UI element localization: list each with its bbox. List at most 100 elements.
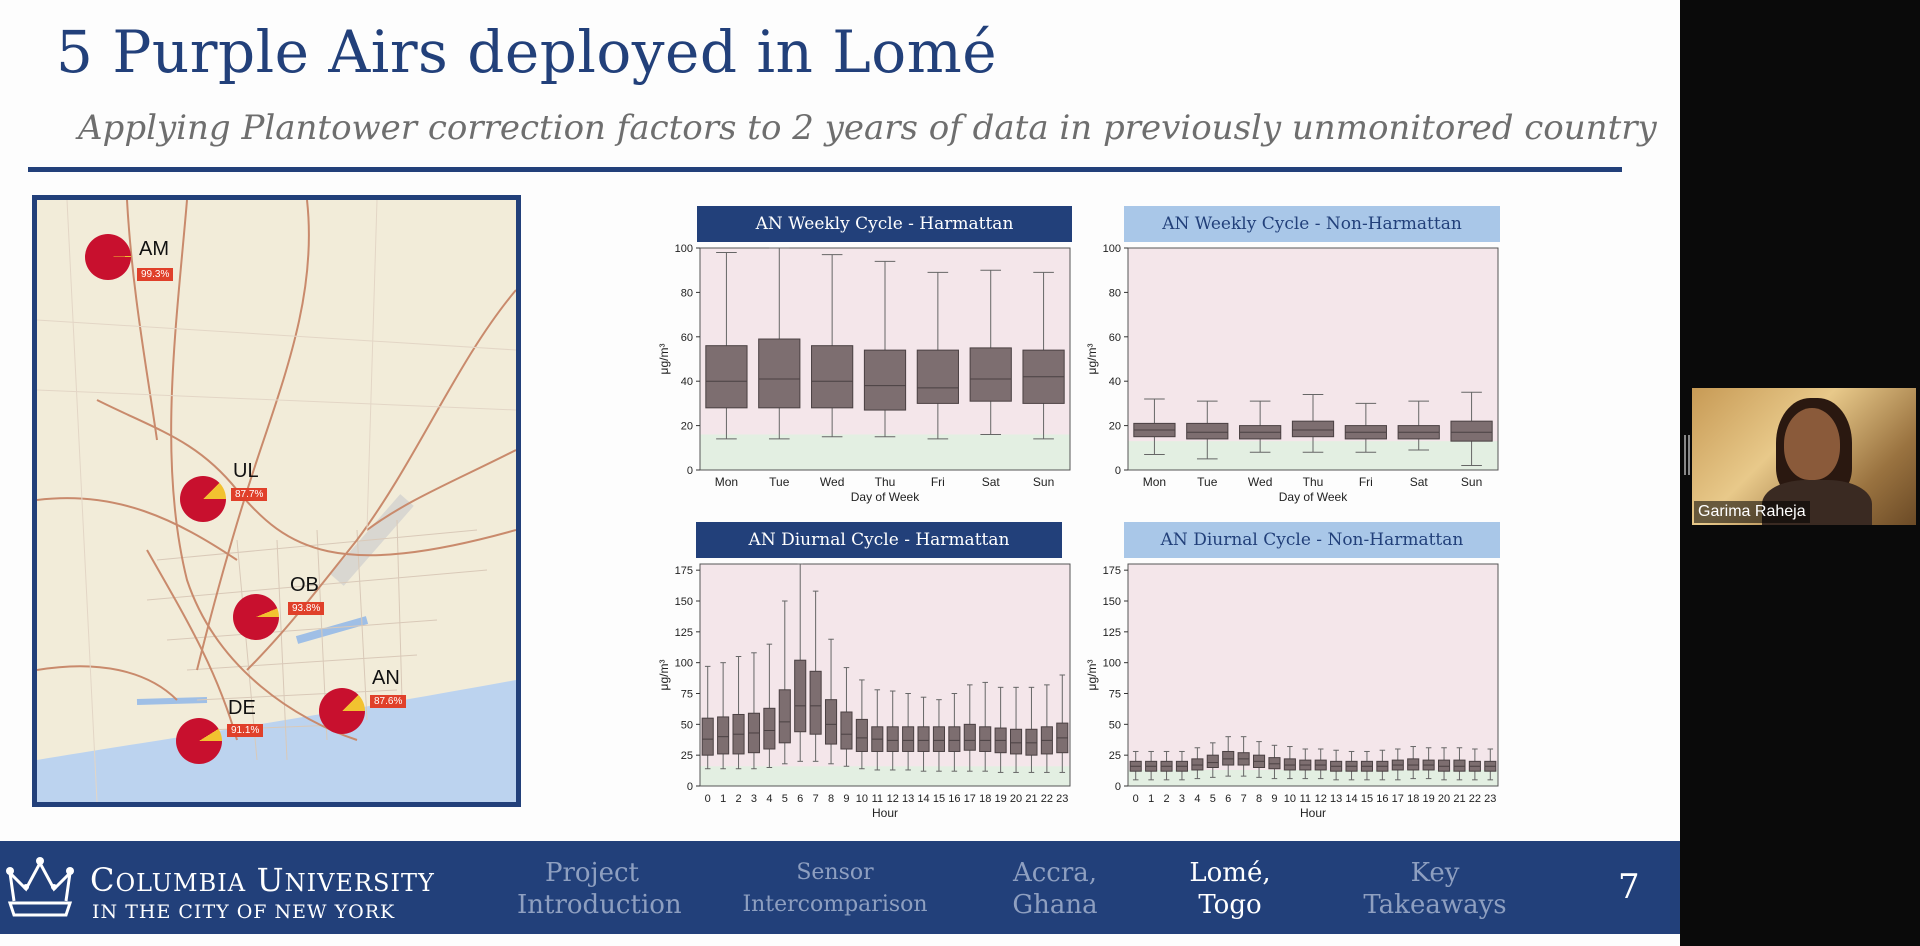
y-tick-label: 25 <box>1109 750 1121 762</box>
x-tick-label: 21 <box>1453 793 1465 805</box>
x-tick-label: 7 <box>1241 793 1247 805</box>
x-tick-label: 14 <box>917 793 929 805</box>
y-tick-label: 40 <box>681 376 693 388</box>
y-tick-label: 150 <box>675 596 693 608</box>
iqr-box <box>917 726 930 752</box>
x-tick-label: 4 <box>766 793 772 805</box>
chart-title-diurnal-harmattan: AN Diurnal Cycle - Harmattan <box>696 522 1062 558</box>
panel-resize-handle[interactable] <box>1684 435 1690 475</box>
participant-video-tile[interactable]: Garima Raheja <box>1692 388 1916 525</box>
iqr-box <box>778 689 791 744</box>
nav-takeaways[interactable]: Key Takeaways <box>1350 857 1520 921</box>
box-23 <box>1484 748 1497 781</box>
box-12 <box>1314 748 1327 780</box>
x-tick-label: 7 <box>813 793 819 805</box>
box-fri <box>1344 402 1387 453</box>
y-tick-label: 100 <box>675 243 693 255</box>
nav-introduction[interactable]: Project Introduction <box>517 857 682 921</box>
box-15 <box>1360 750 1374 781</box>
iqr-box <box>824 699 838 745</box>
page-number: 7 <box>1618 867 1640 907</box>
iqr-box <box>758 338 801 409</box>
plot-area <box>700 564 1070 786</box>
box-19 <box>1422 747 1435 780</box>
box-8 <box>1252 741 1266 778</box>
box-fri <box>916 271 959 440</box>
x-tick-label: 22 <box>1041 793 1053 805</box>
box-16 <box>948 693 961 772</box>
box-3 <box>747 652 761 770</box>
x-tick-label: 13 <box>902 793 914 805</box>
nav-togo[interactable]: Lomé, Togo <box>1155 857 1305 921</box>
iqr-box <box>948 726 961 752</box>
x-tick-label: 14 <box>1345 793 1357 805</box>
pie-am <box>85 234 131 280</box>
box-14 <box>1345 750 1358 781</box>
nav-ghana[interactable]: Accra, Ghana <box>990 857 1120 921</box>
iqr-box <box>863 349 907 411</box>
box-thu <box>863 260 907 438</box>
box-22 <box>1468 748 1481 781</box>
weekly-harmattan-boxplot: 0 20 40 60 80 100 μg/m³ Mon Tue Wed Thu Fri Sat Sun Da… <box>657 243 1071 504</box>
y-tick-label: 75 <box>681 689 693 701</box>
box-10 <box>1283 746 1296 780</box>
plot-area <box>1128 564 1498 786</box>
x-tick-label: 23 <box>1056 793 1068 805</box>
nav-line-2: Takeaways <box>1363 890 1507 920</box>
iqr-box <box>1222 750 1235 766</box>
y-tick-label: 0 <box>687 781 693 793</box>
box-wed <box>811 254 854 438</box>
site-label-an: AN <box>372 667 400 689</box>
x-axis-label: Hour <box>872 806 898 820</box>
y-tick-label: 0 <box>1115 781 1121 793</box>
columbia-crown-icon <box>6 857 74 917</box>
pie-an <box>319 688 365 734</box>
x-tick-label: Wed <box>1248 475 1272 489</box>
x-tick-label: 18 <box>979 793 991 805</box>
box-2 <box>732 656 745 770</box>
box-7 <box>1237 736 1250 777</box>
box-19 <box>994 686 1007 773</box>
nav-line-1: Key <box>1410 858 1460 888</box>
map-roads <box>37 200 516 802</box>
box-6 <box>794 563 807 762</box>
box-sat <box>969 269 1012 435</box>
iqr-box <box>1450 420 1493 442</box>
box-18 <box>1407 746 1420 780</box>
box-4 <box>763 643 776 768</box>
x-tick-label: 9 <box>1271 793 1277 805</box>
y-tick-label: 125 <box>675 627 693 639</box>
y-axis-label: μg/m³ <box>1085 344 1099 375</box>
x-tick-label: Sat <box>982 475 1001 489</box>
y-tick-label: 125 <box>1103 627 1121 639</box>
box-5 <box>1206 742 1219 778</box>
x-tick-label: Sun <box>1461 475 1482 489</box>
box-10 <box>855 679 868 770</box>
plot-frame <box>1127 247 1499 471</box>
x-tick-label: Mon <box>1143 475 1166 489</box>
nav-intercomparison[interactable]: Sensor Intercomparison <box>730 857 940 921</box>
y-tick-label: 80 <box>1109 287 1121 299</box>
iqr-box <box>717 716 730 755</box>
chart-title-weekly-non-harmattan: AN Weekly Cycle - Non-Harmattan <box>1124 206 1500 242</box>
x-tick-label: 18 <box>1407 793 1419 805</box>
iqr-box <box>963 723 976 751</box>
nav-line-2: Togo <box>1198 890 1262 920</box>
box-6 <box>1222 736 1235 777</box>
box-2 <box>1160 750 1173 781</box>
box-20 <box>1009 686 1023 773</box>
lome-map: AM 99.3% UL 87.7% OB 93.8% AN 87.6% DE 91.1% <box>32 195 521 807</box>
x-tick-label: 20 <box>1438 793 1450 805</box>
y-tick-label: 100 <box>1103 243 1121 255</box>
participant-name-label: Garima Raheja <box>1694 501 1810 523</box>
iqr-box <box>840 711 853 750</box>
pie-de <box>176 718 222 764</box>
site-pct-de: 91.1% <box>227 724 264 737</box>
box-13 <box>902 693 915 771</box>
iqr-box <box>1025 728 1038 756</box>
pie-ob <box>233 594 279 640</box>
site-pct-ul: 87.7% <box>231 488 268 501</box>
x-tick-label: 8 <box>828 793 834 805</box>
x-tick-label: 9 <box>843 793 849 805</box>
slide-subtitle: Applying Plantower correction factors to… <box>78 108 1657 148</box>
